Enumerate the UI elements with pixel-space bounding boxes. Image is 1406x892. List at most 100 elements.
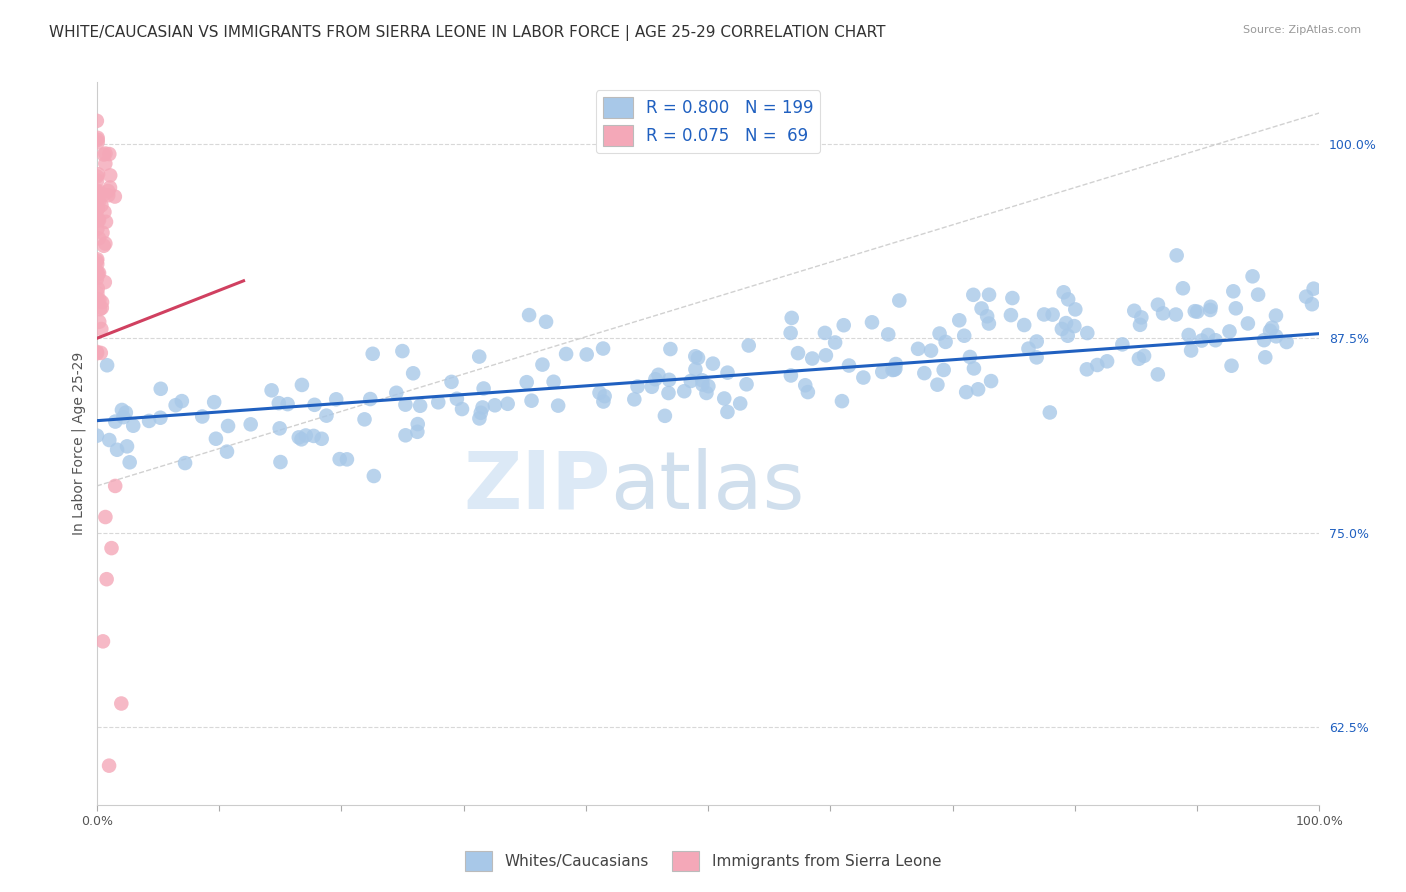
Point [174, 456, 197, 470]
Point [690, 373, 713, 387]
Point [592, 394, 614, 409]
Point [1295, 290, 1317, 304]
Point [531, 358, 554, 372]
Point [353, 412, 375, 426]
Point [202, 395, 225, 409]
Point [470, 406, 492, 420]
Point [451, 402, 474, 417]
Point [86, 136, 108, 150]
Point [907, 342, 929, 356]
Point [1222, 285, 1244, 299]
Point [1017, 342, 1039, 356]
Point [100, 541, 122, 555]
Point [427, 395, 450, 409]
Point [679, 374, 702, 388]
Point [1205, 333, 1227, 347]
Point [801, 351, 824, 366]
Point [336, 452, 359, 467]
Point [406, 425, 429, 439]
Point [115, 439, 138, 453]
Point [471, 401, 494, 415]
Point [98, 433, 121, 447]
Point [852, 370, 875, 384]
Point [1254, 351, 1277, 365]
Point [831, 394, 853, 409]
Point [516, 375, 538, 389]
Point [977, 317, 1000, 331]
Point [114, 406, 136, 420]
Point [97, 184, 120, 198]
Point [89, 302, 111, 317]
Point [593, 389, 616, 403]
Point [394, 398, 416, 412]
Point [953, 328, 976, 343]
Point [260, 384, 283, 398]
Point [311, 432, 333, 446]
Point [1199, 303, 1222, 318]
Point [111, 403, 134, 417]
Point [962, 288, 984, 302]
Point [86, 202, 108, 217]
Point [215, 444, 238, 458]
Point [920, 343, 942, 358]
Point [912, 366, 935, 380]
Point [363, 469, 385, 483]
Point [91, 226, 114, 240]
Point [86, 346, 108, 360]
Point [269, 421, 291, 435]
Point [883, 363, 905, 377]
Point [291, 378, 314, 392]
Point [87, 201, 110, 215]
Point [1247, 287, 1270, 301]
Point [884, 357, 907, 371]
Point [402, 366, 425, 380]
Point [290, 433, 312, 447]
Point [118, 455, 141, 469]
Point [824, 335, 846, 350]
Point [1301, 297, 1323, 311]
Point [87, 213, 110, 227]
Point [472, 382, 495, 396]
Text: Source: ZipAtlas.com: Source: ZipAtlas.com [1243, 25, 1361, 35]
Point [1191, 334, 1213, 348]
Point [104, 415, 127, 429]
Point [294, 428, 316, 442]
Point [96, 358, 118, 372]
Point [980, 374, 1002, 388]
Point [86, 189, 108, 203]
Point [977, 287, 1000, 301]
Point [797, 385, 820, 400]
Point [329, 452, 352, 467]
Point [170, 394, 193, 409]
Text: WHITE/CAUCASIAN VS IMMIGRANTS FROM SIERRA LEONE IN LABOR FORCE | AGE 25-29 CORRE: WHITE/CAUCASIAN VS IMMIGRANTS FROM SIERR… [49, 25, 886, 41]
Point [695, 386, 717, 401]
Point [780, 368, 803, 383]
Text: atlas: atlas [610, 448, 804, 525]
Point [935, 334, 957, 349]
Point [1012, 318, 1035, 332]
Point [86, 169, 108, 184]
Point [86, 113, 108, 128]
Point [592, 342, 614, 356]
Point [889, 293, 911, 308]
Point [1052, 285, 1074, 300]
Point [89, 293, 111, 307]
Point [91, 295, 114, 310]
Text: ZIP: ZIP [463, 448, 610, 525]
Point [97, 188, 120, 202]
Point [94, 236, 117, 251]
Point [86, 186, 108, 200]
Point [93, 147, 115, 161]
Point [884, 361, 907, 376]
Point [86, 293, 108, 307]
Point [1171, 281, 1194, 295]
Point [205, 432, 228, 446]
Point [1180, 343, 1202, 358]
Point [716, 405, 738, 419]
Point [1199, 300, 1222, 314]
Point [1133, 349, 1156, 363]
Point [86, 345, 108, 359]
Point [685, 349, 707, 363]
Point [110, 697, 132, 711]
Point [94, 510, 117, 524]
